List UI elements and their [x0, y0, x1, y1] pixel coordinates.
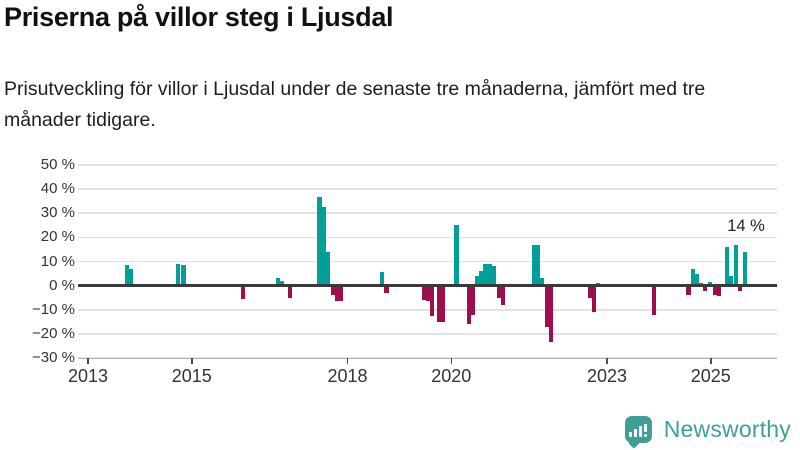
bar — [694, 273, 699, 286]
bar — [440, 285, 446, 322]
newsworthy-logo-icon — [624, 415, 652, 449]
gridline — [78, 260, 777, 263]
newsworthy-logo: Newsworthy — [624, 412, 791, 449]
bar — [717, 285, 722, 297]
bar — [384, 285, 389, 293]
bar — [702, 285, 708, 291]
chart-subtitle: Prisutveckling för villor i Ljusdal unde… — [4, 78, 706, 131]
x-axis-tick — [346, 358, 349, 364]
y-axis-tick-label: 20 % — [40, 228, 75, 246]
bar — [587, 285, 592, 298]
bar — [496, 285, 502, 298]
bar — [544, 285, 549, 327]
bar — [466, 285, 472, 325]
bar — [338, 285, 343, 302]
bar — [335, 285, 340, 302]
y-axis-tick-label: 30 % — [40, 204, 75, 222]
y-axis-tick-label: −10 % — [32, 300, 75, 318]
x-axis-tick-label: 2013 — [67, 366, 109, 386]
bar — [483, 263, 488, 286]
bar — [124, 265, 129, 286]
gridline — [78, 333, 777, 335]
bar — [181, 265, 186, 286]
y-axis-tick-label: 0 % — [49, 276, 75, 294]
bar — [479, 271, 484, 286]
bar — [421, 285, 426, 301]
bar — [712, 285, 718, 296]
bar — [128, 268, 134, 286]
bar — [651, 285, 656, 315]
y-axis-tick-label: 50 % — [40, 155, 75, 173]
bar — [734, 244, 739, 286]
bar — [535, 244, 541, 286]
logo-exclamation-icon — [644, 423, 648, 437]
zero-line — [78, 284, 777, 288]
bar — [275, 277, 281, 286]
bar — [487, 263, 492, 286]
bar — [686, 285, 691, 296]
bar — [429, 285, 435, 316]
y-axis-tick-label: −30 % — [32, 349, 75, 367]
page-title: Priserna på villor steg i Ljusdal — [4, 2, 394, 32]
bar — [330, 285, 336, 296]
gridline — [78, 188, 777, 190]
bar — [742, 251, 748, 286]
x-axis-tick — [606, 358, 608, 364]
bar — [326, 251, 331, 286]
bar — [240, 285, 245, 299]
bar — [176, 263, 181, 286]
gridline — [78, 212, 777, 214]
y-axis-tick-label: −20 % — [32, 325, 75, 343]
bar — [737, 285, 742, 291]
bar — [454, 225, 459, 286]
x-axis-tick — [710, 358, 712, 364]
x-axis-tick — [191, 358, 193, 364]
bar — [380, 272, 385, 286]
bar — [728, 276, 734, 286]
logo-bar-icon — [629, 431, 633, 437]
bar — [322, 207, 327, 286]
bar — [288, 285, 293, 298]
bar — [475, 276, 480, 286]
x-axis-tick-label: 2023 — [586, 366, 628, 386]
bar — [317, 197, 322, 286]
bar — [470, 285, 476, 315]
bar — [280, 280, 285, 286]
gridline — [78, 236, 777, 239]
gridline — [78, 164, 777, 166]
gridline — [78, 309, 777, 311]
bar — [540, 277, 545, 286]
x-axis-tick-label: 2020 — [431, 366, 472, 386]
last-value-label: 14 % — [719, 217, 773, 236]
x-axis-tick — [87, 358, 89, 364]
bar — [531, 244, 536, 286]
y-axis-tick-label: 10 % — [40, 252, 75, 270]
bar — [724, 247, 729, 286]
x-axis-tick-label: 2018 — [327, 366, 368, 386]
bar — [591, 285, 597, 313]
bar — [707, 282, 712, 286]
bar — [425, 285, 431, 302]
bar — [491, 266, 496, 286]
bar — [548, 285, 554, 343]
y-axis-tick-label: 40 % — [40, 180, 75, 198]
newsworthy-logo-text: Newsworthy — [663, 415, 791, 442]
x-axis-line — [78, 357, 777, 359]
bar — [436, 285, 441, 322]
bar — [501, 285, 506, 306]
x-axis-tick — [450, 358, 453, 364]
logo-bar-icon — [639, 425, 643, 437]
x-axis-tick-label: 2015 — [171, 366, 212, 386]
x-axis-tick-label: 2025 — [690, 366, 731, 386]
logo-bar-icon — [634, 428, 638, 437]
bar — [691, 268, 696, 286]
